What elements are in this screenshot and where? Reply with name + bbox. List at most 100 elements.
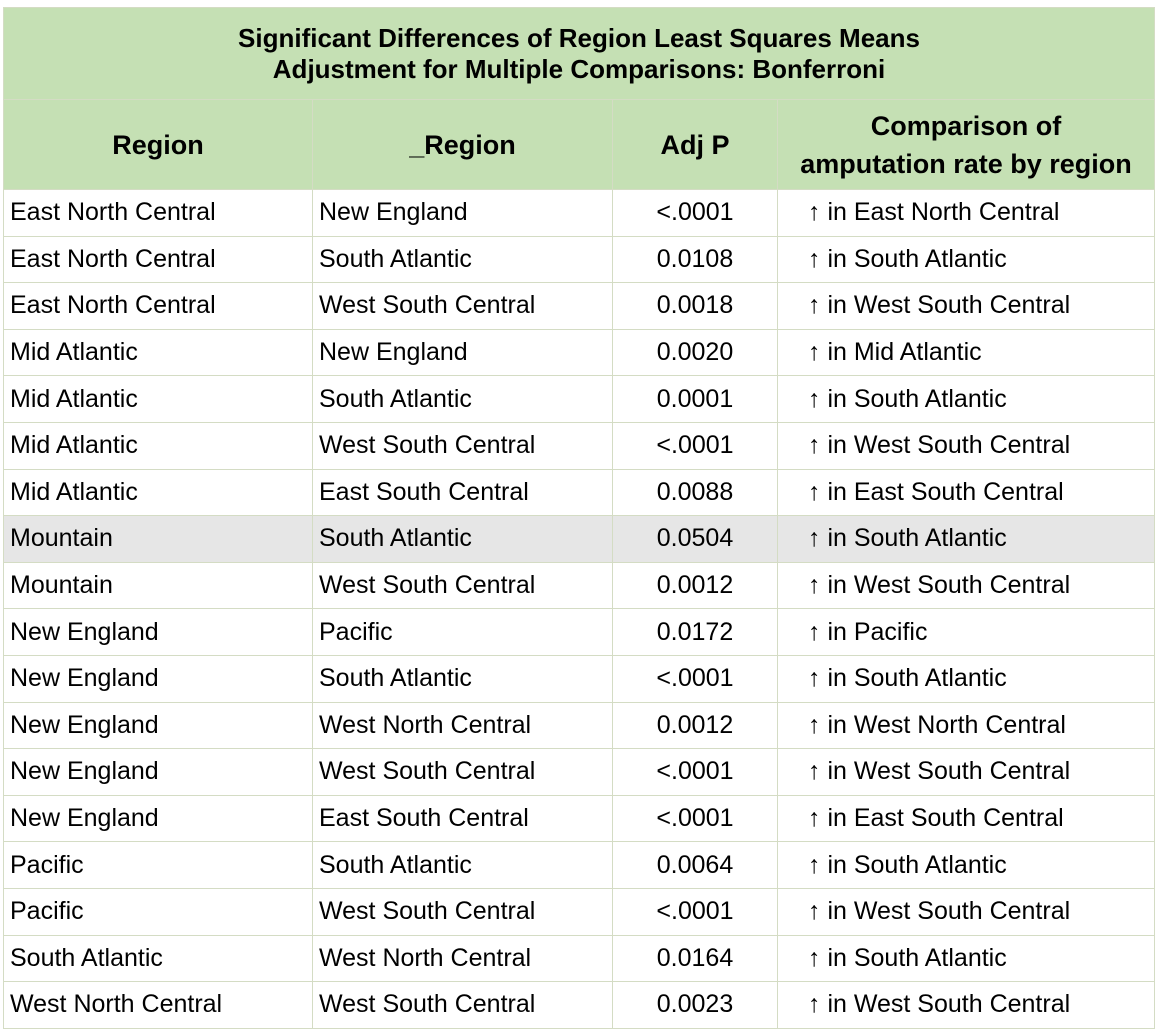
other-region-cell: South Atlantic bbox=[312, 375, 613, 423]
other-region-cell: South Atlantic bbox=[312, 654, 613, 703]
adj-p-cell: <.0001 bbox=[612, 421, 778, 470]
table-row: New England Pacific 0.0172 ↑ in Pacific bbox=[3, 608, 1156, 656]
adj-p-cell: 0.0018 bbox=[612, 282, 778, 330]
comparison-cell: ↑ in South Atlantic bbox=[776, 515, 1156, 563]
other-region-cell: East South Central bbox=[312, 794, 613, 843]
adj-p-cell: 0.0504 bbox=[612, 515, 778, 563]
region-cell: Mid Atlantic bbox=[3, 468, 313, 517]
table-row: East North Central New England <.0001 ↑ in … bbox=[3, 189, 1156, 237]
table-row: Mid Atlantic West South Central <.0001 ↑ in… bbox=[3, 421, 1156, 470]
adj-p-cell: 0.0001 bbox=[612, 375, 778, 423]
table-row: New England West South Central <.0001 ↑ in … bbox=[3, 748, 1156, 796]
other-region-cell: Pacific bbox=[312, 608, 613, 656]
region-cell: New England bbox=[3, 748, 313, 796]
comparison-cell: ↑ in East North Central bbox=[776, 189, 1156, 237]
region-cell: New England bbox=[3, 701, 313, 750]
comparison-cell: ↑ in Pacific bbox=[776, 608, 1156, 656]
adj-p-cell: <.0001 bbox=[612, 748, 778, 796]
column-header-adj-p: Adj P bbox=[612, 99, 778, 190]
comparison-cell: ↑ in South Atlantic bbox=[776, 841, 1156, 889]
other-region-cell: New England bbox=[312, 189, 613, 237]
column-header-comparison-line-2: amputation rate by region bbox=[800, 148, 1132, 179]
other-region-cell: South Atlantic bbox=[312, 515, 613, 563]
comparison-cell: ↑ in West South Central bbox=[776, 561, 1156, 610]
adj-p-cell: <.0001 bbox=[612, 887, 778, 936]
comparison-cell: ↑ in East South Central bbox=[776, 794, 1156, 843]
column-header-comparison: Comparison of amputation rate by region bbox=[776, 99, 1156, 190]
other-region-cell: South Atlantic bbox=[312, 235, 613, 284]
region-cell: South Atlantic bbox=[3, 934, 313, 983]
table-row: New England South Atlantic <.0001 ↑ in Sout… bbox=[3, 654, 1156, 703]
region-cell: Mountain bbox=[3, 561, 313, 610]
table-row: Pacific South Atlantic 0.0064 ↑ in South At… bbox=[3, 841, 1156, 889]
table-row: Mid Atlantic East South Central 0.0088 ↑ in… bbox=[3, 468, 1156, 517]
other-region-cell: West South Central bbox=[312, 561, 613, 610]
comparison-cell: ↑ in East South Central bbox=[776, 468, 1156, 517]
adj-p-cell: 0.0064 bbox=[612, 841, 778, 889]
table-row: East North Central West South Central 0.00… bbox=[3, 282, 1156, 330]
adj-p-cell: <.0001 bbox=[612, 654, 778, 703]
table-row: Mid Atlantic New England 0.0020 ↑ in Mid At… bbox=[3, 328, 1156, 377]
region-cell: Mid Atlantic bbox=[3, 375, 313, 423]
region-cell: New England bbox=[3, 608, 313, 656]
table-row: Mid Atlantic South Atlantic 0.0001 ↑ in Sou… bbox=[3, 375, 1156, 423]
column-header-other-region: _Region bbox=[312, 99, 613, 190]
region-cell: New England bbox=[3, 654, 313, 703]
comparison-cell: ↑ in South Atlantic bbox=[776, 235, 1156, 284]
adj-p-cell: 0.0020 bbox=[612, 328, 778, 377]
table-row: Mountain South Atlantic 0.0504 ↑ in South A… bbox=[3, 515, 1156, 563]
other-region-cell: West South Central bbox=[312, 981, 613, 1029]
region-cell: Mid Atlantic bbox=[3, 421, 313, 470]
table-row: New England East South Central <.0001 ↑ in … bbox=[3, 794, 1156, 843]
title-line-2: Adjustment for Multiple Comparisons: Bon… bbox=[272, 53, 886, 84]
comparisons-table: Significant Differences of Region Least … bbox=[2, 7, 1156, 1029]
comparison-cell: ↑ in West North Central bbox=[776, 701, 1156, 750]
column-header-region: Region bbox=[3, 99, 313, 190]
comparison-cell: ↑ in West South Central bbox=[776, 887, 1156, 936]
region-cell: New England bbox=[3, 794, 313, 843]
table-row: East North Central South Atlantic 0.0108 ↑ … bbox=[3, 235, 1156, 284]
adj-p-cell: 0.0172 bbox=[612, 608, 778, 656]
other-region-cell: New England bbox=[312, 328, 613, 377]
comparison-cell: ↑ in South Atlantic bbox=[776, 654, 1156, 703]
adj-p-cell: <.0001 bbox=[612, 189, 778, 237]
region-cell: Mid Atlantic bbox=[3, 328, 313, 377]
title-line-1: Significant Differences of Region Least … bbox=[238, 22, 920, 53]
comparison-cell: ↑ in West South Central bbox=[776, 282, 1156, 330]
comparison-cell: ↑ in South Atlantic bbox=[776, 934, 1156, 983]
other-region-cell: East South Central bbox=[312, 468, 613, 517]
comparison-cell: ↑ in Mid Atlantic bbox=[776, 328, 1156, 377]
adj-p-cell: 0.0108 bbox=[612, 235, 778, 284]
region-cell: Pacific bbox=[3, 841, 313, 889]
region-cell: Pacific bbox=[3, 887, 313, 936]
column-header-comparison-line-1: Comparison of bbox=[870, 110, 1062, 141]
region-cell: Mountain bbox=[3, 515, 313, 563]
region-cell: East North Central bbox=[3, 282, 313, 330]
comparison-cell: ↑ in West South Central bbox=[776, 981, 1156, 1029]
table-title: Significant Differences of Region Least … bbox=[2, 7, 1156, 100]
comparison-cell: ↑ in South Atlantic bbox=[776, 375, 1156, 423]
other-region-cell: South Atlantic bbox=[312, 841, 613, 889]
adj-p-cell: 0.0012 bbox=[612, 701, 778, 750]
region-cell: East North Central bbox=[3, 235, 313, 284]
other-region-cell: West South Central bbox=[312, 887, 613, 936]
adj-p-cell: 0.0164 bbox=[612, 934, 778, 983]
table-row: Pacific West South Central <.0001 ↑ in West… bbox=[3, 887, 1156, 936]
table-row: New England West North Central 0.0012 ↑ in … bbox=[3, 701, 1156, 750]
table-row: West North Central West South Central 0.00… bbox=[3, 981, 1156, 1029]
region-cell: East North Central bbox=[3, 189, 313, 237]
region-cell: West North Central bbox=[3, 981, 313, 1029]
adj-p-cell: <.0001 bbox=[612, 794, 778, 843]
adj-p-cell: 0.0088 bbox=[612, 468, 778, 517]
other-region-cell: West North Central bbox=[312, 701, 613, 750]
adj-p-cell: 0.0023 bbox=[612, 981, 778, 1029]
table-row: Mountain West South Central 0.0012 ↑ in Wes… bbox=[3, 561, 1156, 610]
comparison-cell: ↑ in West South Central bbox=[776, 421, 1156, 470]
other-region-cell: West South Central bbox=[312, 282, 613, 330]
other-region-cell: West South Central bbox=[312, 421, 613, 470]
other-region-cell: West North Central bbox=[312, 934, 613, 983]
table-row: South Atlantic West North Central 0.0164 ↑ … bbox=[3, 934, 1156, 983]
adj-p-cell: 0.0012 bbox=[612, 561, 778, 610]
other-region-cell: West South Central bbox=[312, 748, 613, 796]
comparison-cell: ↑ in West South Central bbox=[776, 748, 1156, 796]
